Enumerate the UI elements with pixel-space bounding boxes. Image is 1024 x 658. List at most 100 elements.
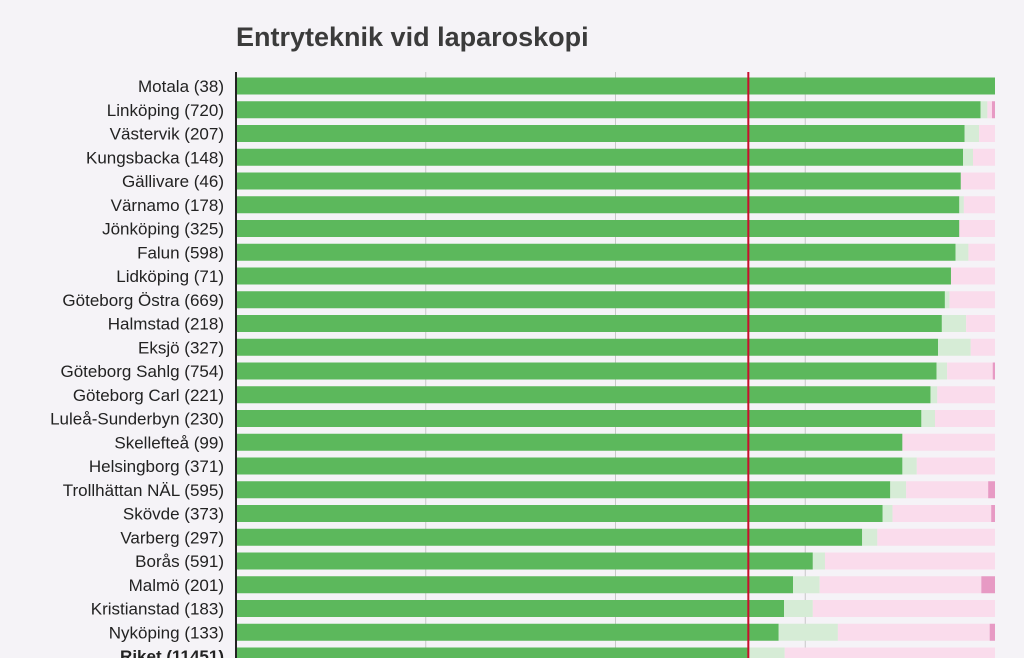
bar-segment-series-1 (236, 410, 922, 427)
bar-segment-series-3 (987, 101, 992, 119)
bar-segment-series-1 (236, 172, 961, 190)
row-label: Malmö (201) (129, 576, 224, 595)
bar-segment-series-3 (968, 243, 995, 261)
bar-segment-series-4 (992, 362, 995, 380)
bar-segment-series-3 (960, 172, 995, 190)
bar-segment-series-1 (236, 505, 883, 522)
bar-segment-series-3 (966, 315, 995, 332)
bar-segment-series-3 (950, 267, 995, 285)
bar-segment-series-1 (236, 315, 942, 332)
bar-segment-series-2 (963, 148, 973, 166)
bar-segment-series-2 (930, 386, 938, 404)
row-label: Nyköping (133) (109, 623, 224, 642)
bar-segment-series-2 (783, 600, 813, 617)
bar-segment-series-2 (862, 528, 878, 546)
bar-segment-series-3 (947, 362, 993, 380)
bar-segment-series-2 (793, 576, 820, 594)
bar-segment-series-3 (819, 576, 982, 594)
bar-segment-series-1 (236, 576, 794, 594)
row-label: Varberg (297) (120, 528, 224, 547)
row-label: Västervik (207) (110, 125, 224, 144)
bar-segment-series-1 (236, 101, 981, 119)
bar-segment-series-4 (988, 481, 995, 499)
row-label: Jönköping (325) (102, 220, 224, 239)
bar-segment-series-1 (236, 647, 749, 658)
bar-segment-series-1 (236, 600, 784, 617)
row-label: Helsingborg (371) (89, 457, 224, 476)
bar-segment-series-2 (902, 457, 917, 475)
bar-segment-series-3 (935, 410, 995, 427)
bar-segment-series-2 (938, 338, 971, 356)
bar-segment-series-4 (989, 623, 995, 641)
bar-segment-series-1 (236, 125, 965, 142)
bar-segment-series-1 (236, 267, 951, 285)
bar-segment-series-2 (890, 481, 907, 499)
row-label: Lidköping (71) (116, 267, 224, 286)
bar-segment-series-4 (981, 576, 995, 594)
bar-segment-series-1 (236, 552, 813, 570)
bar-segment-series-3 (902, 433, 995, 451)
row-label: Riket (11451) (120, 647, 224, 658)
bar-segment-series-2 (959, 196, 964, 214)
bar-segment-series-1 (236, 196, 960, 214)
bar-segment-series-3 (892, 505, 992, 522)
row-label: Värnamo (178) (111, 196, 224, 215)
bar-segment-series-3 (949, 291, 995, 309)
bar-segment-series-2 (936, 362, 948, 380)
bar-segment-series-1 (236, 528, 863, 546)
bar-segment-series-1 (236, 243, 956, 261)
bar-segment-series-1 (236, 220, 960, 237)
row-label: Luleå-Sunderbyn (230) (50, 410, 224, 429)
bar-segment-series-1 (236, 291, 945, 309)
bar-segment-series-3 (963, 196, 995, 214)
row-label: Linköping (720) (107, 101, 224, 120)
bar-segment-series-3 (979, 125, 995, 142)
bar-segment-series-3 (937, 386, 995, 404)
bar-segment-series-2 (980, 101, 988, 119)
bar-segment-series-1 (236, 338, 939, 356)
bar-segment-series-3 (970, 338, 995, 356)
bar-segment-series-2 (778, 623, 838, 641)
bar-segment-series-2 (882, 505, 893, 522)
bar-segment-series-3 (916, 457, 995, 475)
bar-segment-series-1 (236, 457, 903, 475)
bar-segment-series-1 (236, 362, 937, 380)
row-label: Kristianstad (183) (91, 600, 224, 619)
bar-segment-series-1 (236, 148, 964, 166)
row-label: Göteborg Carl (221) (73, 386, 224, 405)
bar-segment-series-3 (959, 220, 995, 237)
bar-segment-series-2 (941, 315, 967, 332)
bar-segment-series-2 (964, 125, 980, 142)
bar-segment-series-1 (236, 433, 903, 451)
bar-segment-series-2 (955, 243, 969, 261)
bar-segment-series-4 (991, 505, 995, 522)
bar-segment-series-1 (236, 386, 931, 404)
row-label: Skövde (373) (123, 505, 224, 524)
bar-segment-series-1 (236, 623, 779, 641)
bar-segment-series-3 (906, 481, 989, 499)
row-label: Halmstad (218) (108, 315, 224, 334)
bar-segment-series-1 (236, 481, 891, 499)
row-label: Trollhättan NÄL (595) (63, 481, 224, 500)
bar-segment-series-3 (812, 600, 995, 617)
row-label: Göteborg Sahlg (754) (61, 362, 225, 381)
row-label: Motala (38) (138, 77, 224, 96)
row-label: Eksjö (327) (138, 338, 224, 357)
bar-segment-series-2 (748, 647, 785, 658)
bar-segment-series-1 (236, 77, 995, 95)
bar-segment-series-3 (972, 148, 995, 166)
row-label: Göteborg Östra (669) (62, 291, 224, 310)
bar-segment-series-3 (784, 647, 995, 658)
row-label: Gällivare (46) (122, 172, 224, 191)
bar-segment-series-2 (812, 552, 825, 570)
row-label: Borås (591) (135, 552, 224, 571)
bar-segment-series-3 (877, 528, 995, 546)
bar-segment-series-3 (837, 623, 990, 641)
row-label: Skellefteå (99) (114, 433, 224, 452)
bar-segment-series-2 (921, 410, 936, 427)
chart-title: Entryteknik vid laparoskopi (236, 22, 589, 52)
bar-segment-series-2 (944, 291, 950, 309)
row-label: Falun (598) (137, 243, 224, 262)
